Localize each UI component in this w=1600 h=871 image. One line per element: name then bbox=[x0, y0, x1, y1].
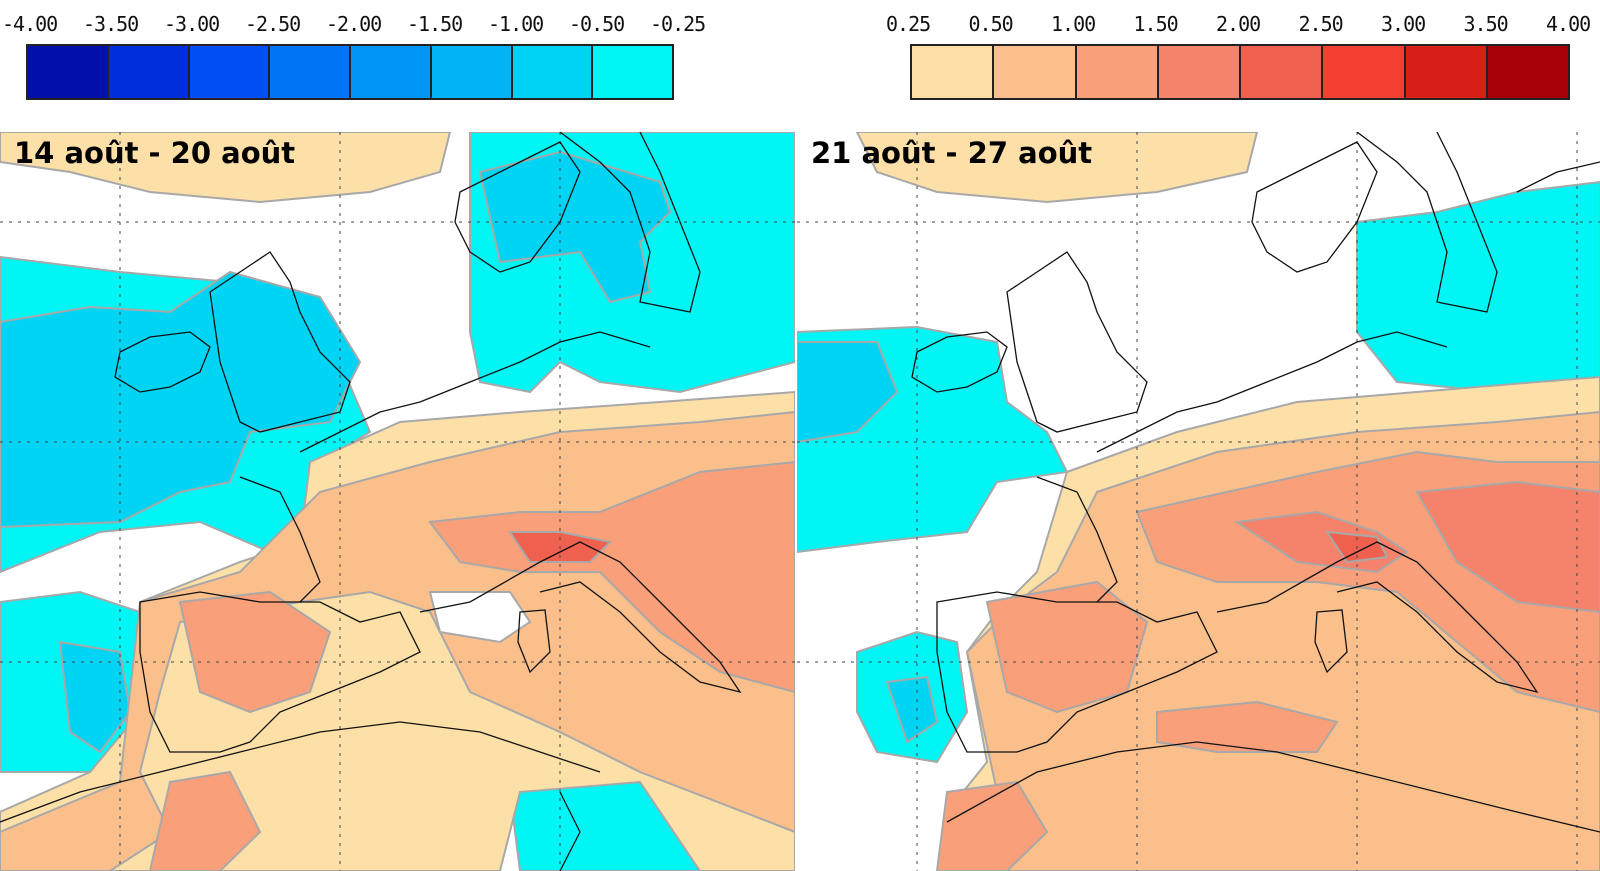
positive-scale-tick: 2.00 bbox=[1216, 12, 1261, 36]
positive-scale-tick: 0.50 bbox=[968, 12, 1014, 36]
negative-scale-tick: -4.00 bbox=[2, 12, 58, 36]
warm-anomaly-balkans bbox=[1415, 480, 1600, 614]
negative-scale-swatch bbox=[28, 46, 109, 98]
anomaly-map-week2 bbox=[797, 132, 1600, 871]
panel-divider bbox=[795, 132, 797, 871]
negative-scale-swatch bbox=[593, 46, 672, 98]
negative-scale-tick: -2.00 bbox=[326, 12, 382, 36]
negative-scale-tick: -2.50 bbox=[245, 12, 301, 36]
positive-scale-tick: 3.50 bbox=[1463, 12, 1509, 36]
positive-scale-swatch bbox=[1158, 46, 1241, 98]
graticule bbox=[797, 132, 1600, 871]
positive-scale-tick: 2.50 bbox=[1298, 12, 1344, 36]
map-panel-week1: 14 août - 20 août bbox=[0, 132, 795, 871]
negative-scale-swatch bbox=[189, 46, 271, 98]
positive-scale-tick: 3.00 bbox=[1381, 12, 1426, 36]
negative-scale-swatch bbox=[351, 46, 432, 98]
positive-scale-swatch bbox=[1323, 46, 1406, 98]
positive-scale-swatch bbox=[1076, 46, 1159, 98]
positive-scale-swatch bbox=[1241, 46, 1324, 98]
warm-anomaly-spain bbox=[178, 590, 332, 714]
positive-scale-tick: 1.00 bbox=[1051, 12, 1096, 36]
positive-scale-swatch bbox=[912, 46, 995, 98]
coastlines bbox=[0, 132, 742, 871]
positive-scale-tick: 0.25 bbox=[886, 12, 931, 36]
negative-scale-tick: -0.25 bbox=[650, 12, 706, 36]
negative-scale-swatch bbox=[431, 46, 513, 98]
negative-scale-swatch bbox=[108, 46, 190, 98]
graticule bbox=[0, 132, 795, 871]
warm-anomaly-mediterranean bbox=[1156, 700, 1339, 753]
negative-scale-tick: -3.50 bbox=[83, 12, 139, 36]
negative-scale-tick: -1.50 bbox=[407, 12, 463, 36]
warm-anomaly-north bbox=[0, 132, 452, 204]
cold-anomaly-portugal-core bbox=[885, 675, 939, 744]
negative-scale-swatch bbox=[512, 46, 594, 98]
negative-scale-swatch bbox=[270, 46, 351, 98]
negative-scale-tick: -0.50 bbox=[569, 12, 625, 36]
period-title-week1: 14 août - 20 août bbox=[14, 136, 296, 170]
warm-anomaly-north-africa bbox=[935, 780, 1049, 871]
cold-anomaly-portugal-core bbox=[58, 640, 132, 754]
period-title-week2: 21 août - 27 août bbox=[811, 136, 1093, 170]
positive-scale-swatch bbox=[994, 46, 1077, 98]
negative-scale-tick: -3.00 bbox=[164, 12, 220, 36]
cold-anomaly-ireland-uk bbox=[0, 270, 362, 529]
cold-anomaly-scandinavia bbox=[1356, 180, 1600, 394]
warm-anomaly-north bbox=[855, 132, 1259, 204]
negative-scale-bar bbox=[26, 44, 674, 100]
warm-anomaly-alps bbox=[428, 460, 795, 694]
negative-scale-tick: -1.00 bbox=[488, 12, 544, 36]
cold-anomaly-atlantic-core bbox=[797, 341, 899, 444]
positive-scale-tick: 4.00 bbox=[1546, 12, 1591, 36]
cold-anomaly-baltic bbox=[478, 150, 672, 304]
coastlines bbox=[911, 132, 1600, 833]
positive-scale-swatch bbox=[1405, 46, 1488, 98]
warm-anomaly-north-africa bbox=[148, 770, 262, 871]
anomaly-map-week1 bbox=[0, 132, 795, 871]
positive-scale-swatch bbox=[1487, 46, 1568, 98]
positive-scale-tick: 1.50 bbox=[1133, 12, 1179, 36]
positive-scale-bar bbox=[910, 44, 1570, 100]
map-panel-week2: 21 août - 27 août bbox=[797, 132, 1600, 871]
